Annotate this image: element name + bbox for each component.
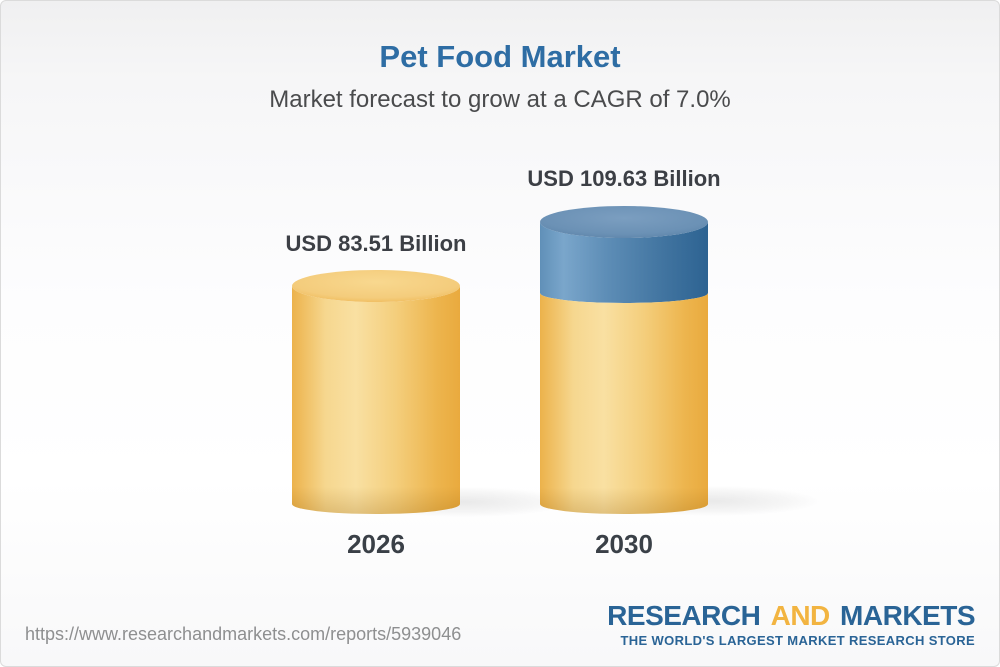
cylinder-2030 [540,206,708,514]
axis-label-2026: 2026 [347,529,405,559]
source-url: https://www.researchandmarkets.com/repor… [25,624,462,644]
chart-subtitle: Market forecast to grow at a CAGR of 7.0… [269,86,731,113]
logo-tagline: THE WORLD'S LARGEST MARKET RESEARCH STOR… [620,633,975,648]
logo-wordmark: RESEARCH AND MARKETS [607,602,975,630]
value-label-2026: USD 83.51 Billion [285,231,467,256]
logo-word-markets: MARKETS [840,600,975,631]
logo-word-research: RESEARCH [607,600,761,631]
research-and-markets-logo: RESEARCH AND MARKETS THE WORLD'S LARGEST… [607,602,975,648]
chart-title: Pet Food Market [379,39,621,74]
cylinder-2026-top-cap [292,270,460,302]
cylinder-2030-top-cap [540,206,708,238]
axis-label-2030: 2030 [595,529,653,559]
cylinder-2030-blue-segment [540,222,708,303]
value-label-2030: USD 109.63 Billion [527,166,721,191]
logo-word-and: AND [770,600,831,631]
cylinder-2026 [292,270,460,514]
